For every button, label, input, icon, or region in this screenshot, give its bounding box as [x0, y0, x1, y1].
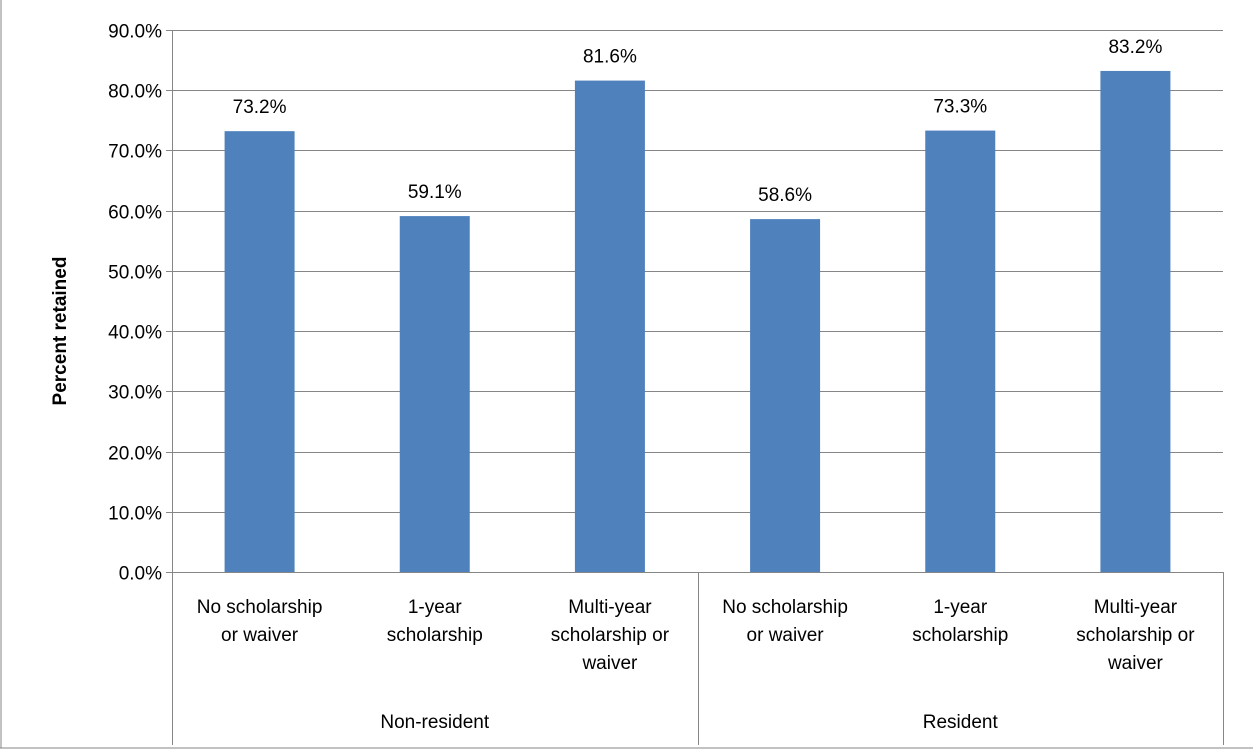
bar: [224, 131, 295, 572]
bar: [399, 216, 470, 572]
y-tick-label: 60.0%: [108, 203, 162, 224]
category-label: 1-year scholarship: [912, 597, 1008, 646]
bar: [925, 130, 996, 572]
data-label: 81.6%: [583, 47, 637, 68]
y-tick-label: 70.0%: [108, 142, 162, 163]
labels: 0.0% 10.0% 20.0% 30.0% 40.0% 50.0% 60.0% 70.0% 8…: [108, 22, 1195, 734]
bar: [574, 80, 645, 572]
data-label: 83.2%: [1108, 37, 1162, 58]
category-label: Multi-year scholarship or waiver: [551, 597, 670, 674]
y-axis-title: Percent retained: [50, 257, 71, 406]
y-tick-label: 0.0%: [119, 564, 162, 585]
gridlines: [172, 30, 1223, 513]
category-label: 1-year scholarship: [387, 597, 483, 646]
data-label: 73.2%: [233, 97, 287, 118]
bar: [750, 219, 821, 572]
y-tick-label: 50.0%: [108, 263, 162, 284]
bars: [224, 70, 1171, 572]
group-label: Non-resident: [380, 712, 489, 733]
y-tick-label: 10.0%: [108, 504, 162, 525]
y-tick-label: 90.0%: [108, 22, 162, 43]
y-tick-label: 40.0%: [108, 323, 162, 344]
data-label: 58.6%: [758, 185, 812, 206]
group-label: Resident: [923, 712, 999, 733]
y-tick-label: 80.0%: [108, 82, 162, 103]
data-label: 59.1%: [408, 182, 462, 203]
y-tick-label: 30.0%: [108, 383, 162, 404]
category-label: No scholarship or waiver: [197, 597, 323, 646]
data-label: 73.3%: [933, 97, 987, 118]
category-label: No scholarship or waiver: [722, 597, 848, 646]
bar: [1100, 70, 1171, 572]
category-label: Multi-year scholarship or waiver: [1076, 597, 1195, 674]
y-tick-label: 20.0%: [108, 444, 162, 465]
